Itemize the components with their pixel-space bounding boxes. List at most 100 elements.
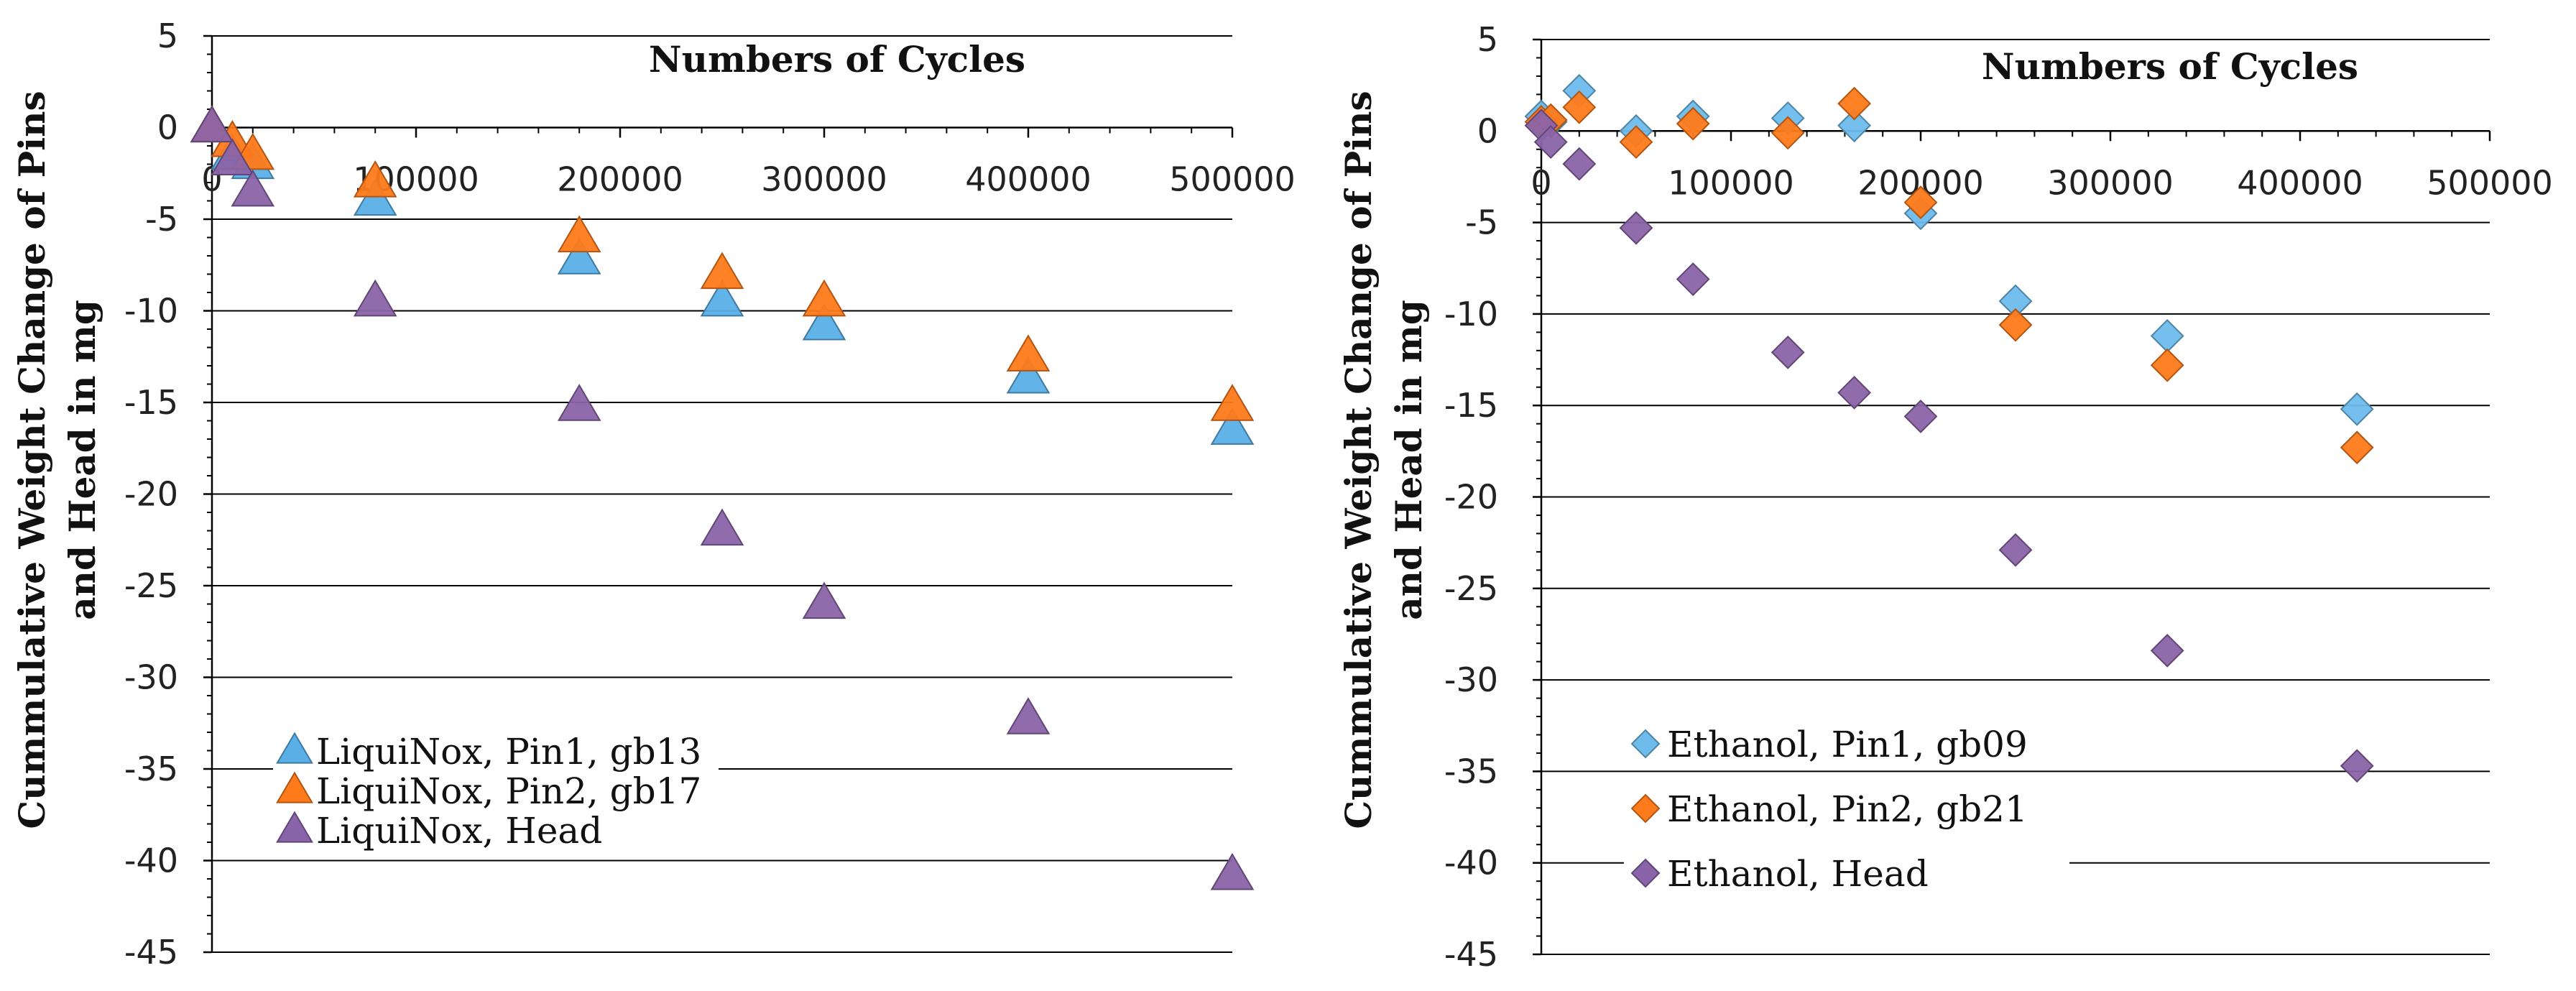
x-tick-label: 200000 [557,160,683,199]
data-point [557,237,601,275]
data-point [1771,335,1805,369]
y-tick-label: -10 [1444,295,1498,333]
y-tick-label: -10 [124,292,178,331]
data-point [2340,430,2374,465]
data-point [1676,262,1710,296]
data-point [190,105,234,143]
data-point [1676,106,1710,141]
y-tick-label: -25 [1444,569,1498,608]
chart-2: 50-5-10-15-20-25-30-35-40-450 100000 20000… [1337,20,2553,974]
legend-entry: Ethanol, Pin1, gb09 [1624,724,2069,770]
y-axis-title: Cummulative Weight Change of Pins [11,91,53,829]
data-point [1562,147,1597,181]
data-point [1998,308,2033,342]
y-tick-label: -35 [124,750,178,788]
data-point [1210,852,1255,890]
data-point [2340,392,2374,426]
data-point [2340,749,2374,783]
data-point [353,279,397,317]
y-tick-label: -30 [1444,660,1498,699]
data-point [353,178,397,216]
x-tick-label: 100000 [1668,163,1794,202]
data-point [802,303,846,341]
legend-background [273,772,719,816]
legend-entry: LiquiNox, Head [273,810,719,856]
data-point [1837,86,1872,121]
data-point [2150,348,2184,382]
legend-marker [276,732,313,764]
y-tick-label: -30 [124,658,178,697]
legend-background [1624,854,2069,899]
y-axis-title: Cummulative Weight Change of Pins [1337,91,1380,829]
y-tick-label: -45 [1444,935,1498,974]
legend-label: Ethanol, Pin2, gb21 [1667,788,2028,830]
x-axis-title: Numbers of Cycles [649,38,1025,80]
data-point [2150,633,2184,668]
data-point [1837,109,1872,143]
data-point [1998,533,2033,567]
series-3 [1524,109,2374,783]
series-1 [1524,73,2374,426]
data-point [1619,211,1653,245]
legend-background [1624,725,2069,770]
y-tick-label: -20 [1444,478,1498,517]
y-tick-label: 0 [157,109,178,147]
y-axis-title: and Head in mg [1388,300,1430,620]
legend-marker [276,811,313,843]
legend-marker [1630,729,1661,759]
data-point [802,279,846,317]
x-axis-title: Numbers of Cycles [1982,45,2358,88]
x-tick-label: 400000 [965,160,1091,199]
legend-background [1624,790,2069,834]
y-tick-label: -5 [1465,203,1498,242]
legend-background [273,732,719,777]
x-tick-label: 500000 [2427,163,2553,202]
legend-label: LiquiNox, Pin2, gb17 [316,770,701,812]
data-point [1562,90,1597,124]
y-tick-label: -40 [1444,844,1498,882]
y-tick-label: 5 [1477,20,1498,59]
y-tick-label: -35 [1444,752,1498,791]
series-3 [190,105,1255,890]
legend-entry: LiquiNox, Pin2, gb17 [273,770,719,816]
series-2 [1524,86,2374,465]
legend-label: LiquiNox, Pin1, gb13 [316,731,701,773]
y-tick-label: -5 [145,200,178,239]
y-tick-label: 0 [1477,111,1498,150]
y-axis-title: and Head in mg [61,300,103,620]
y-tick-label: -40 [124,842,178,880]
data-point [353,160,397,198]
legend-marker [1630,858,1661,888]
legend-entry: LiquiNox, Pin1, gb13 [273,731,719,777]
data-point [1903,400,1938,433]
data-point [557,384,601,421]
data-point [557,215,601,253]
legend-label: Ethanol, Pin1, gb09 [1667,724,2028,765]
y-tick-label: -15 [1444,386,1498,425]
legend-entry: Ethanol, Pin2, gb21 [1624,788,2069,834]
data-point [1771,116,1805,150]
data-point [700,279,744,317]
y-tick-label: -45 [124,933,178,972]
data-point [231,169,275,207]
legend-background [273,811,719,856]
data-point [1006,697,1051,734]
x-tick-label: 400000 [2237,163,2363,202]
data-point [802,581,846,619]
y-tick-label: -20 [124,475,178,514]
data-point [700,508,744,546]
data-point [1210,407,1255,445]
series-2 [190,105,1255,421]
legend-marker [1630,793,1661,824]
data-point [700,252,744,290]
y-tick-label: -15 [124,383,178,422]
data-point [1006,356,1051,394]
data-point [1006,334,1051,372]
x-tick-label: 0 [1531,163,1551,202]
y-tick-label: 5 [157,17,178,55]
data-point [1533,125,1568,159]
legend-label: LiquiNox, Head [316,810,602,852]
data-point [1903,185,1938,220]
data-point [1837,375,1872,410]
